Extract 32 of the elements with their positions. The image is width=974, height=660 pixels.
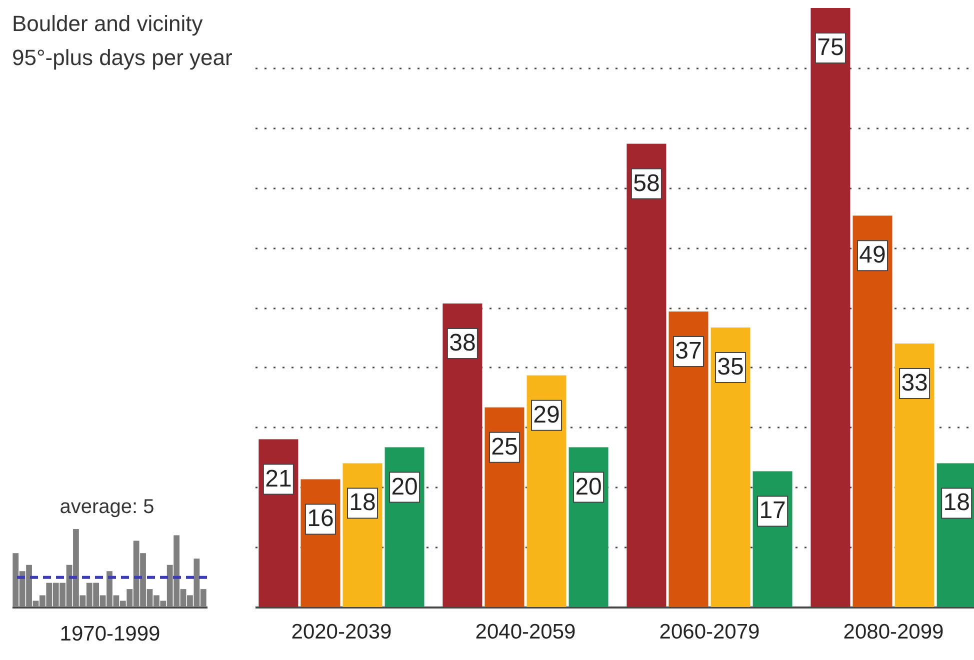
data-label: 49 — [859, 242, 886, 269]
data-label: 38 — [449, 330, 476, 357]
data-label: 29 — [533, 401, 560, 428]
data-label: 20 — [575, 473, 602, 500]
chart-title: Boulder and vicinity — [12, 11, 203, 36]
data-label: 25 — [491, 433, 518, 460]
bar — [484, 407, 524, 607]
bar — [810, 8, 850, 607]
bar — [626, 144, 666, 607]
x-axis-title: 1970-1999 — [60, 622, 160, 646]
x-tick-label: 2020-2039 — [291, 620, 392, 644]
text: average: 5 — [60, 496, 154, 518]
bar — [710, 327, 750, 607]
data-label: 18 — [349, 489, 376, 516]
data-label: 17 — [759, 497, 786, 524]
x-tick-label: 2080-2099 — [843, 620, 944, 644]
data-label: 35 — [717, 353, 744, 380]
x-tick-label: 2040-2059 — [475, 620, 576, 644]
data-label: 58 — [633, 170, 660, 197]
data-label: 21 — [265, 465, 292, 492]
data-label: 16 — [307, 505, 334, 532]
bar — [668, 311, 708, 607]
x-tick-label: 2060-2079 — [659, 620, 760, 644]
chart-subtitle: 95°-plus days per year — [12, 45, 232, 70]
data-label: 75 — [817, 34, 844, 61]
bar — [442, 304, 482, 607]
data-label: 20 — [391, 473, 418, 500]
data-label: 37 — [675, 337, 702, 364]
bar — [894, 343, 934, 607]
bar — [852, 216, 892, 607]
data-label: 33 — [901, 369, 928, 396]
data-label: 18 — [943, 489, 970, 516]
